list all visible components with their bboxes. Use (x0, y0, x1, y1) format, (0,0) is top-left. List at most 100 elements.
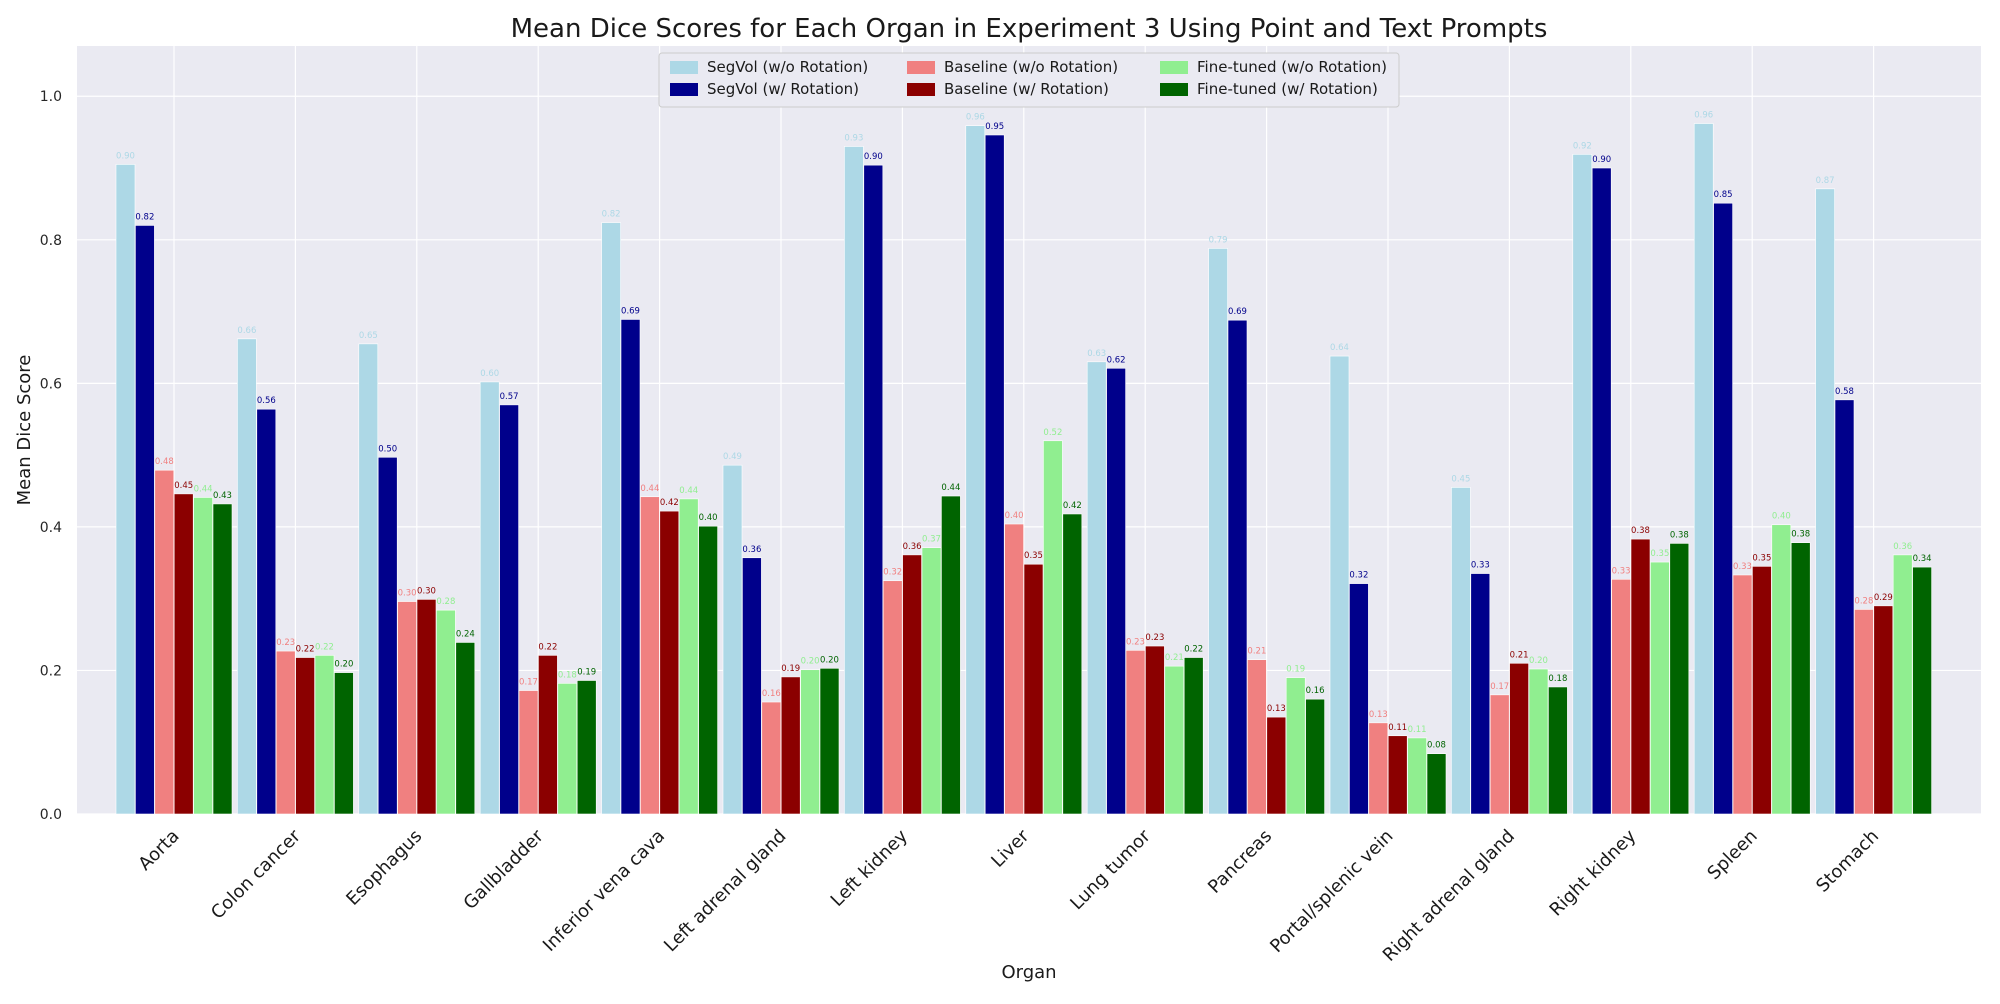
data-label: 0.82 (602, 210, 621, 220)
legend-box (658, 52, 1400, 108)
data-label: 0.20 (820, 655, 839, 665)
y-tick-labels: 0.0 0.2 0.4 0.6 0.8 1.0 (40, 89, 62, 823)
data-label: 0.42 (1063, 501, 1082, 511)
bar (761, 701, 782, 815)
bar (314, 655, 335, 815)
bar (1208, 248, 1228, 815)
bar (1183, 657, 1204, 815)
data-label: 0.29 (1874, 593, 1893, 603)
x-tick-label: Right adrenal gland (1379, 826, 1519, 966)
x-tick-label: Pancreas (1204, 826, 1276, 898)
data-label: 0.21 (1247, 647, 1266, 657)
legend-swatch (907, 61, 935, 74)
bar (902, 554, 922, 815)
data-label: 0.40 (699, 513, 718, 523)
bars (115, 123, 1932, 815)
bar (941, 495, 961, 815)
x-tick-label: Gallbladder (460, 825, 549, 914)
data-label: 0.44 (679, 486, 698, 496)
data-label: 0.32 (883, 568, 902, 578)
x-tick-label: Colon cancer (207, 825, 305, 923)
bar (678, 498, 699, 815)
bar (1650, 561, 1670, 815)
bar (1368, 722, 1389, 815)
data-label: 0.22 (538, 642, 557, 652)
data-label: 0.22 (296, 645, 315, 655)
bar (1125, 650, 1146, 815)
bar (1489, 694, 1510, 815)
bar (780, 676, 801, 815)
data-label: 0.92 (1573, 141, 1592, 151)
bar (1854, 609, 1874, 815)
bar (436, 609, 456, 815)
bar (1630, 538, 1651, 815)
bar (1912, 566, 1932, 815)
bar (1548, 686, 1568, 815)
bar (256, 408, 277, 815)
x-tick-label: Spleen (1703, 826, 1761, 884)
legend-entry-label: Baseline (w/ Rotation) (944, 80, 1109, 98)
bar (557, 683, 578, 815)
data-label: 0.48 (155, 457, 174, 467)
y-tick-label: 0.2 (40, 663, 62, 679)
bar (154, 469, 175, 815)
bar (1349, 583, 1369, 815)
data-label: 0.08 (1427, 741, 1446, 751)
data-label: 0.45 (1451, 474, 1470, 484)
data-label: 0.37 (922, 535, 941, 545)
data-label: 0.20 (1529, 656, 1548, 666)
bar (1451, 487, 1471, 815)
data-label: 0.18 (558, 670, 577, 680)
data-label: 0.52 (1043, 428, 1062, 438)
bar (1693, 123, 1714, 815)
bar (1106, 367, 1126, 815)
y-tick-label: 0.4 (40, 520, 62, 536)
value-labels: 0.90 0.66 0.65 0.60 0.82 0.49 0.93 0.96 0.63 0.79… (116, 111, 1932, 751)
x-axis-label: Organ (1001, 962, 1056, 983)
data-label: 0.43 (213, 491, 232, 501)
bar (193, 497, 213, 815)
data-label: 0.42 (660, 498, 679, 508)
bar (1470, 573, 1491, 815)
legend-swatch (670, 83, 698, 96)
data-label: 0.17 (1490, 682, 1509, 692)
data-label: 0.19 (1286, 665, 1305, 675)
bar (1790, 542, 1811, 815)
bar (800, 669, 820, 815)
bar (863, 164, 884, 815)
bar (416, 599, 437, 815)
data-label: 0.66 (237, 326, 256, 336)
bar (742, 557, 762, 815)
bar (1062, 513, 1083, 815)
data-label: 0.13 (1369, 710, 1388, 720)
y-tick-label: 0.0 (40, 807, 62, 823)
bar (882, 580, 903, 815)
data-label: 0.19 (781, 664, 800, 674)
data-label: 0.21 (1510, 650, 1529, 660)
bar (115, 164, 136, 815)
bar (499, 404, 519, 815)
data-label: 0.22 (315, 642, 334, 652)
bar (1004, 523, 1024, 815)
data-label: 0.44 (640, 484, 659, 494)
bar (538, 655, 558, 815)
bar (334, 672, 354, 815)
data-label: 0.23 (1126, 637, 1145, 647)
data-label: 0.34 (1913, 554, 1932, 564)
legend-entry-label: SegVol (w/o Rotation) (707, 58, 868, 76)
y-tick-label: 0.6 (40, 376, 62, 392)
data-label: 0.90 (116, 151, 135, 161)
bar (1834, 399, 1855, 815)
bar (1227, 319, 1248, 815)
data-label: 0.63 (1087, 349, 1106, 359)
data-label: 0.57 (500, 392, 519, 402)
data-label: 0.44 (194, 484, 213, 494)
data-label: 0.11 (1408, 725, 1427, 735)
data-label: 0.35 (1752, 553, 1771, 563)
x-tick-label: Lung tumor (1066, 825, 1155, 914)
data-label: 0.90 (864, 152, 883, 162)
data-label: 0.30 (398, 589, 417, 599)
legend-swatch (907, 83, 935, 96)
